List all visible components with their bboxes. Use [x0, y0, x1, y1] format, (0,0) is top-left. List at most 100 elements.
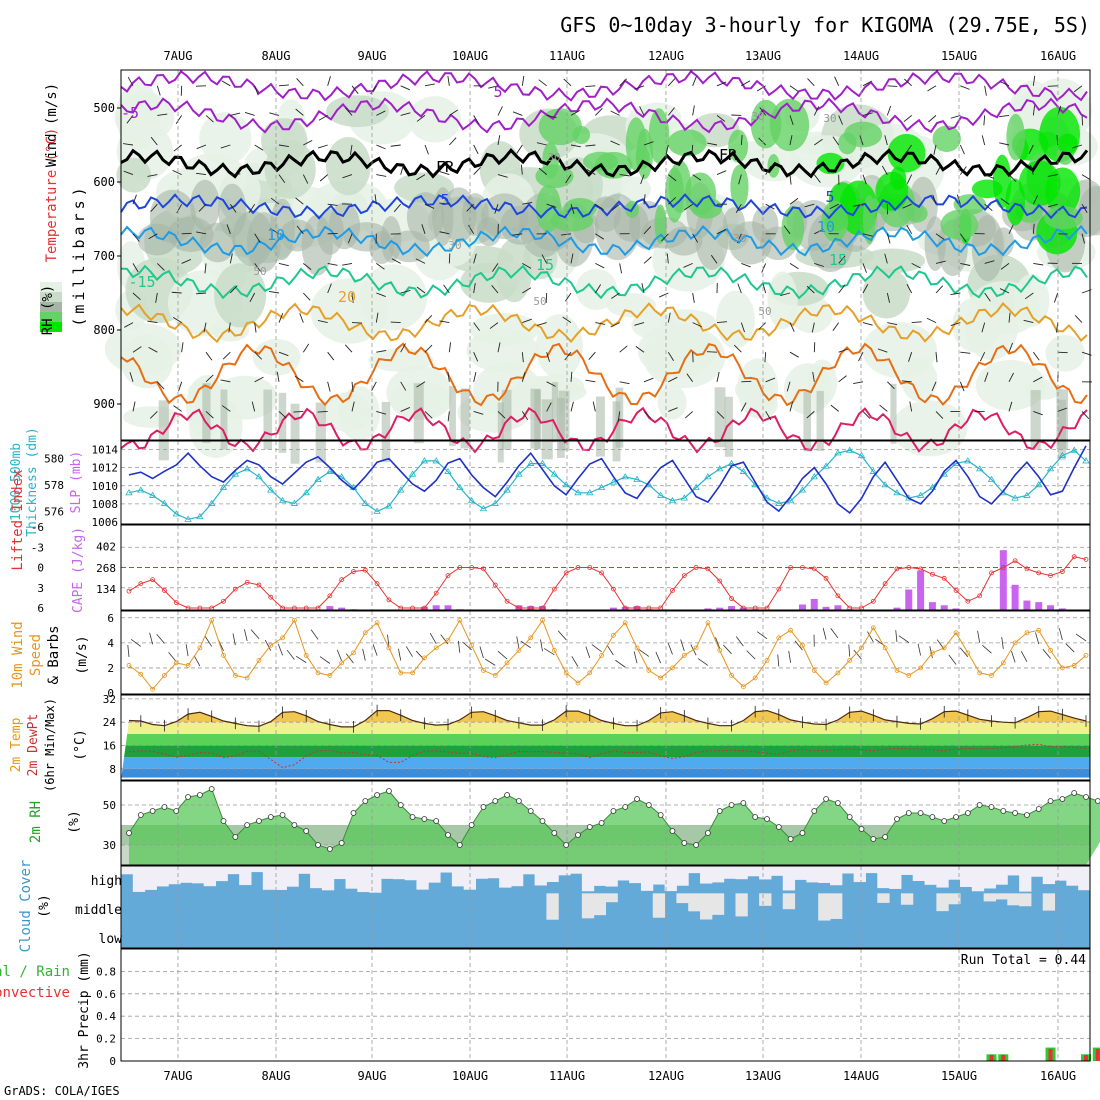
wind-barb: [592, 401, 596, 412]
li-point: [1083, 557, 1089, 562]
wind-barb: [327, 381, 331, 392]
wind-barb: [269, 290, 280, 294]
wind-barb: [908, 352, 913, 362]
wind-barb: [935, 233, 945, 240]
wind-barb: [1081, 174, 1091, 181]
rh2m-point: [244, 822, 251, 828]
wind-barb: [643, 377, 654, 383]
wind10m-barb: [757, 631, 768, 640]
thickness-point: [869, 467, 878, 474]
wind-barb: [783, 225, 791, 235]
isotherm-25: [120, 342, 1088, 407]
cloud-high-gap: [168, 866, 181, 885]
wind10m-barb: [204, 636, 213, 647]
wind-barb: [150, 203, 158, 212]
wind-barb: [424, 314, 433, 323]
wind10m-tick-label-2: 4: [107, 637, 114, 650]
wind-barb: [1033, 262, 1044, 266]
cloud-middle-gap: [948, 893, 961, 905]
rh2m-point: [941, 818, 948, 824]
cape-tick-label-0: 402: [96, 541, 116, 554]
wind-barb: [254, 351, 263, 360]
wind-barb: [447, 411, 450, 422]
li-point: [445, 573, 451, 578]
temp2m-tick-label-1: 16: [103, 740, 116, 753]
li-point: [729, 596, 734, 601]
rh2m-point: [563, 842, 570, 848]
wind10m-barb: [250, 629, 260, 639]
precip-tick-label-2: 0.4: [96, 1010, 116, 1023]
rh-grey-streak: [1030, 390, 1041, 451]
thickness-point: [361, 499, 370, 506]
wind10m-point: [941, 645, 947, 651]
wind-barb: [303, 263, 312, 270]
wind-barb: [220, 379, 231, 383]
wind-barb: [859, 135, 864, 146]
wind10m-point: [823, 680, 829, 686]
wind-barb: [960, 351, 971, 354]
wind-barb: [175, 115, 183, 124]
cloud-high-gap: [948, 866, 961, 880]
cloud-middle-gap: [983, 893, 996, 902]
cloud-middle-gap: [1042, 893, 1056, 911]
wind-barb: [716, 81, 727, 87]
li-point: [138, 581, 144, 587]
wind10m-point: [882, 645, 888, 651]
li-point: [551, 586, 557, 592]
rh2m-point: [1071, 790, 1078, 796]
cloud-middle-gap: [1007, 893, 1020, 906]
rh2m-label-2: (%): [67, 810, 82, 833]
wind-barb: [611, 292, 620, 299]
rh-green-blob: [1044, 206, 1083, 230]
rh-grey-streak: [449, 386, 456, 447]
wind-barb: [150, 136, 158, 146]
rh-green-blob: [862, 195, 876, 245]
wind-barb: [983, 115, 986, 126]
wind10m-barb: [185, 644, 189, 657]
wind10m-point: [634, 645, 640, 651]
wind-barb: [935, 352, 938, 363]
cloud-middle-gap: [936, 893, 949, 912]
cloud-high-gap: [971, 866, 985, 892]
thickness-point: [125, 489, 133, 496]
wind-barb: [342, 262, 353, 266]
wind10m-point: [421, 655, 427, 661]
top-date-label-1: 8AUG: [262, 49, 291, 63]
credit-text: GrADS: COLA/IGES: [4, 1084, 120, 1098]
wind-barb: [439, 320, 450, 324]
rh2m-point: [728, 802, 735, 808]
cloud-high-gap: [605, 866, 618, 887]
contour-label: 15: [829, 251, 847, 269]
rh2m-point: [504, 792, 510, 798]
wind10m-barb: [794, 640, 803, 651]
wind-barb: [351, 401, 355, 412]
rh-shade-blob: [859, 248, 926, 274]
wind10m-point: [232, 673, 238, 678]
wind10m-point: [681, 652, 687, 658]
thickness-point: [503, 486, 511, 493]
wind10m-point: [1036, 627, 1042, 633]
rh-grey-streak: [714, 387, 726, 448]
wind-barb: [351, 85, 359, 94]
wind-barb: [789, 322, 795, 332]
freezing-level-line: [120, 148, 1089, 179]
wind-barb: [887, 322, 898, 326]
thickness-point: [267, 486, 275, 493]
rh2m-point: [858, 826, 865, 832]
cloud-high-gap: [924, 866, 937, 885]
wind-barb: [497, 342, 501, 353]
cloud-high-gap: [1007, 866, 1020, 876]
rh-green-blob: [838, 132, 857, 155]
wind-barb: [619, 345, 628, 353]
cloud-middle-gap: [700, 893, 713, 920]
wind10m-point: [729, 673, 734, 678]
cloud-high-gap: [830, 866, 843, 886]
wind-barb: [901, 380, 912, 383]
wind-barb: [448, 342, 452, 353]
top-date-label-7: 14AUG: [843, 49, 879, 63]
wind10m-point: [256, 657, 262, 663]
contour-label: 15: [536, 256, 554, 274]
li-point: [670, 588, 675, 593]
wind-barb: [345, 107, 353, 116]
wind-barb: [221, 405, 231, 412]
